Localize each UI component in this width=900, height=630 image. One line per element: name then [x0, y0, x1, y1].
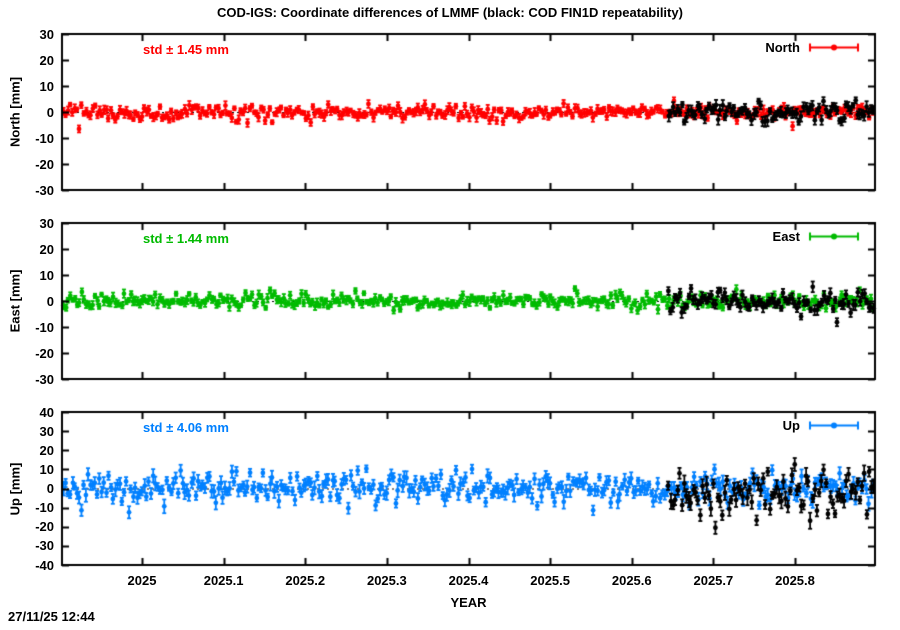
north-y-tick-label: -10 — [35, 130, 54, 146]
up-y-tick-label: 10 — [39, 461, 54, 477]
up-y-tick-label: 20 — [39, 442, 54, 458]
up-y-tick-label: -20 — [35, 519, 54, 535]
north-y-tick-label: 20 — [39, 52, 54, 68]
chart-title: COD-IGS: Coordinate differences of LMMF … — [217, 5, 683, 20]
x-tick-label: 2025.7 — [693, 573, 734, 588]
north-std-annotation: std ± 1.45 mm — [143, 42, 229, 57]
north-legend-label: North — [765, 40, 800, 55]
east-y-tick-label: 10 — [39, 267, 54, 283]
x-tick-label: 2025.8 — [775, 573, 815, 588]
north-y-tick-label: 10 — [39, 78, 54, 94]
up-y-tick-label: -40 — [35, 557, 54, 573]
east-y-tick-label: -10 — [35, 319, 54, 335]
x-tick-label: 2025.1 — [203, 573, 244, 588]
east-y-tick-label: 30 — [39, 215, 54, 231]
up-legend-label: Up — [782, 418, 800, 433]
x-axis-label: YEAR — [450, 595, 487, 610]
up-y-tick-label: 30 — [39, 423, 54, 439]
north-y-tick-label: -30 — [35, 182, 54, 198]
up-y-tick-label: 0 — [46, 481, 54, 496]
east-y-tick-label: 20 — [39, 241, 54, 257]
x-tick-label: 2025.2 — [285, 573, 326, 588]
up-y-tick-label: -10 — [35, 500, 54, 516]
east-y-tick-label: 0 — [46, 293, 54, 309]
north-y-tick-label: -20 — [35, 156, 54, 172]
east-legend-label: East — [772, 229, 800, 244]
north-y-tick-label: 30 — [39, 26, 54, 42]
x-tick-label: 2025.3 — [366, 573, 407, 588]
x-tick-label: 2025.5 — [530, 573, 570, 588]
east-y-tick-label: -20 — [35, 345, 54, 361]
up-y-tick-label: 40 — [39, 404, 54, 420]
x-tick-label: 2025.4 — [448, 573, 489, 588]
north-y-tick-label: 0 — [46, 104, 54, 120]
east-std-annotation: std ± 1.44 mm — [143, 231, 229, 246]
east-y-tick-label: -30 — [35, 371, 54, 387]
up-std-annotation: std ± 4.06 mm — [143, 420, 229, 435]
x-tick-label: 2025 — [127, 573, 157, 588]
plot-timestamp: 27/11/25 12:44 — [8, 609, 95, 624]
x-tick-label: 2025.6 — [611, 573, 652, 588]
up-y-tick-label: -30 — [35, 538, 54, 554]
